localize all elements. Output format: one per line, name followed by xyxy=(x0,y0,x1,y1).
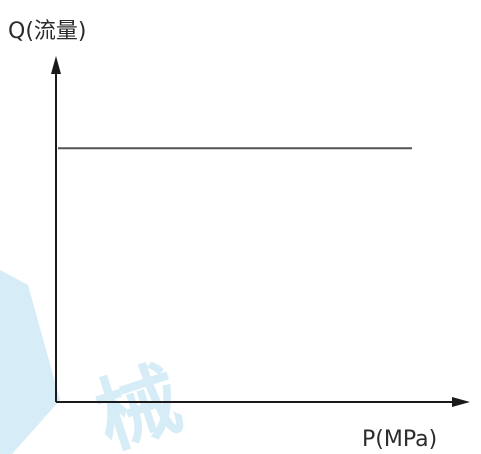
x-axis-label: P(MPa) xyxy=(362,427,437,452)
axes xyxy=(51,56,470,407)
x-axis-arrow xyxy=(452,397,470,407)
y-axis-arrow xyxy=(51,56,61,74)
y-axis-label: Q(流量) xyxy=(8,19,86,44)
watermark: 械 xyxy=(0,270,192,454)
watermark-shape xyxy=(0,270,60,454)
